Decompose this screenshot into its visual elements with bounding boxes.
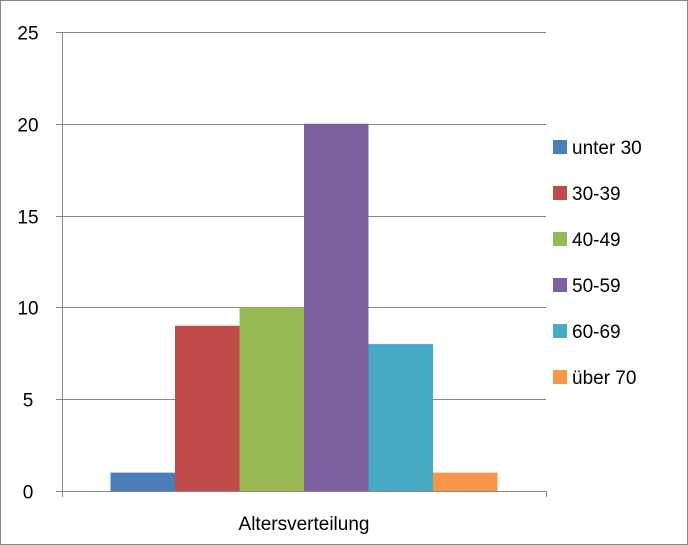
legend-item: 50-59: [553, 276, 621, 297]
legend-label: 30-39: [572, 184, 621, 205]
legend-swatch: [553, 370, 567, 384]
bar: [175, 325, 240, 491]
y-axis-tick-labels: 0 5 10 15 20 25: [17, 24, 38, 504]
legend-swatch: [553, 324, 567, 338]
bars: [110, 123, 498, 492]
legend: unter 30 30-39 40-49 50-59 60-69 über 70: [553, 138, 642, 389]
y-tick-label: 15: [17, 208, 38, 229]
x-axis-category-labels: Altersverteilung: [239, 514, 370, 535]
y-tick-label: 10: [17, 299, 38, 320]
y-tick-label: 25: [17, 24, 38, 45]
bar: [304, 123, 369, 492]
bar: [433, 472, 498, 491]
legend-swatch: [553, 232, 567, 246]
y-tick-label: 5: [23, 391, 34, 412]
legend-item: 60-69: [553, 322, 621, 343]
bar: [368, 344, 433, 491]
legend-label: 50-59: [572, 276, 621, 297]
legend-item: unter 30: [553, 138, 642, 159]
y-tick-label: 0: [23, 483, 34, 504]
legend-label: unter 30: [572, 138, 642, 159]
legend-swatch: [553, 186, 567, 200]
legend-label: über 70: [572, 368, 636, 389]
bar: [110, 472, 175, 491]
legend-swatch: [553, 140, 567, 154]
legend-item: 40-49: [553, 230, 621, 251]
legend-item: über 70: [553, 368, 636, 389]
legend-item: 30-39: [553, 184, 621, 205]
x-category-label: Altersverteilung: [239, 514, 370, 535]
legend-label: 40-49: [572, 230, 621, 251]
bar: [239, 307, 304, 491]
y-tick-label: 20: [17, 116, 38, 137]
legend-swatch: [553, 278, 567, 292]
legend-label: 60-69: [572, 322, 621, 343]
axes: [56, 32, 547, 497]
